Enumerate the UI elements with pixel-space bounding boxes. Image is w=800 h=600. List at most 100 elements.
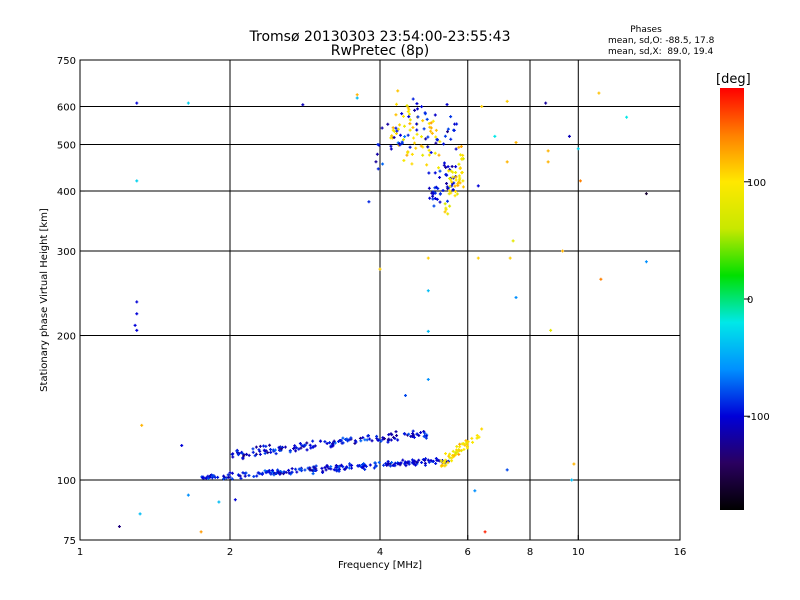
data-point [625, 115, 629, 119]
data-point [458, 176, 462, 180]
data-point [455, 122, 459, 126]
data-point [458, 448, 462, 452]
x-tick-label: 16 [674, 547, 687, 558]
data-point [240, 451, 244, 455]
data-point [407, 108, 411, 112]
data-point [368, 463, 372, 467]
data-point [570, 478, 574, 482]
data-point [339, 438, 343, 442]
data-point [434, 135, 438, 139]
data-point [431, 192, 435, 196]
data-point [298, 442, 302, 446]
data-point [447, 192, 451, 196]
data-point [288, 450, 292, 454]
data-point [402, 114, 406, 118]
data-point [476, 256, 480, 260]
data-point [389, 147, 393, 151]
data-point [453, 194, 457, 198]
data-point [436, 458, 440, 462]
data-point [364, 464, 368, 468]
data-point [363, 463, 367, 467]
data-point [269, 472, 273, 476]
data-point [331, 444, 335, 448]
data-point [447, 454, 451, 458]
data-point [438, 192, 442, 196]
data-point [451, 170, 455, 174]
data-point [401, 458, 405, 462]
data-point [375, 434, 379, 438]
data-point [429, 126, 433, 130]
data-point [433, 151, 437, 155]
data-point [310, 468, 314, 472]
data-point [429, 459, 433, 463]
data-point [138, 512, 142, 516]
data-point [427, 186, 431, 190]
data-point [413, 459, 417, 463]
data-point [253, 454, 257, 458]
data-point [412, 136, 416, 140]
data-point [255, 474, 259, 478]
data-point [456, 183, 460, 187]
data-point [348, 463, 352, 467]
data-point [442, 142, 446, 146]
data-point [514, 140, 518, 144]
data-point [301, 103, 305, 107]
data-point [311, 472, 315, 476]
data-point [404, 464, 408, 468]
axis-ticks: 1 2 4 6 8 10 16 75 100 200 300 400 500 600 750 [57, 56, 686, 558]
data-point [269, 448, 273, 452]
data-point [457, 162, 461, 166]
data-point [413, 141, 417, 145]
data-point [546, 149, 550, 153]
data-point [228, 471, 232, 475]
data-point [426, 135, 430, 139]
data-point [403, 460, 407, 464]
data-point [435, 138, 439, 142]
data-point [458, 442, 462, 446]
data-point [409, 434, 413, 438]
data-point [455, 192, 459, 196]
data-point [341, 441, 345, 445]
colorbar-tick-label: -100 [747, 412, 770, 423]
data-point [454, 178, 458, 182]
data-point [445, 173, 449, 177]
data-point [417, 458, 421, 462]
data-point [290, 470, 294, 474]
data-point [133, 323, 137, 327]
data-point [440, 463, 444, 467]
data-point [379, 439, 383, 443]
data-point [306, 466, 310, 470]
data-point [446, 212, 450, 216]
data-point [415, 460, 419, 464]
data-point [347, 466, 351, 470]
data-point [319, 439, 323, 443]
data-point [427, 148, 431, 152]
data-point [332, 439, 336, 443]
data-point [449, 191, 453, 195]
data-point [287, 468, 291, 472]
data-point [460, 171, 464, 175]
data-point [359, 439, 363, 443]
data-point [392, 435, 396, 439]
data-point [283, 445, 287, 449]
data-point [465, 446, 469, 450]
data-point [411, 460, 415, 464]
data-point [251, 450, 255, 454]
data-point [325, 463, 329, 467]
phase-info-x-mode: mean, sd,X: 89.0, 19.4 [608, 47, 714, 57]
data-point [389, 464, 393, 468]
data-point [450, 456, 454, 460]
data-point [434, 141, 438, 145]
data-point [493, 134, 497, 138]
data-point [241, 471, 245, 475]
data-points [117, 89, 648, 534]
data-point [376, 143, 380, 147]
data-point [268, 443, 272, 447]
data-point [247, 453, 251, 457]
data-point [241, 456, 245, 460]
data-point [422, 429, 426, 433]
data-point [293, 446, 297, 450]
data-point [408, 145, 412, 149]
data-point [355, 93, 359, 97]
data-point [341, 436, 345, 440]
